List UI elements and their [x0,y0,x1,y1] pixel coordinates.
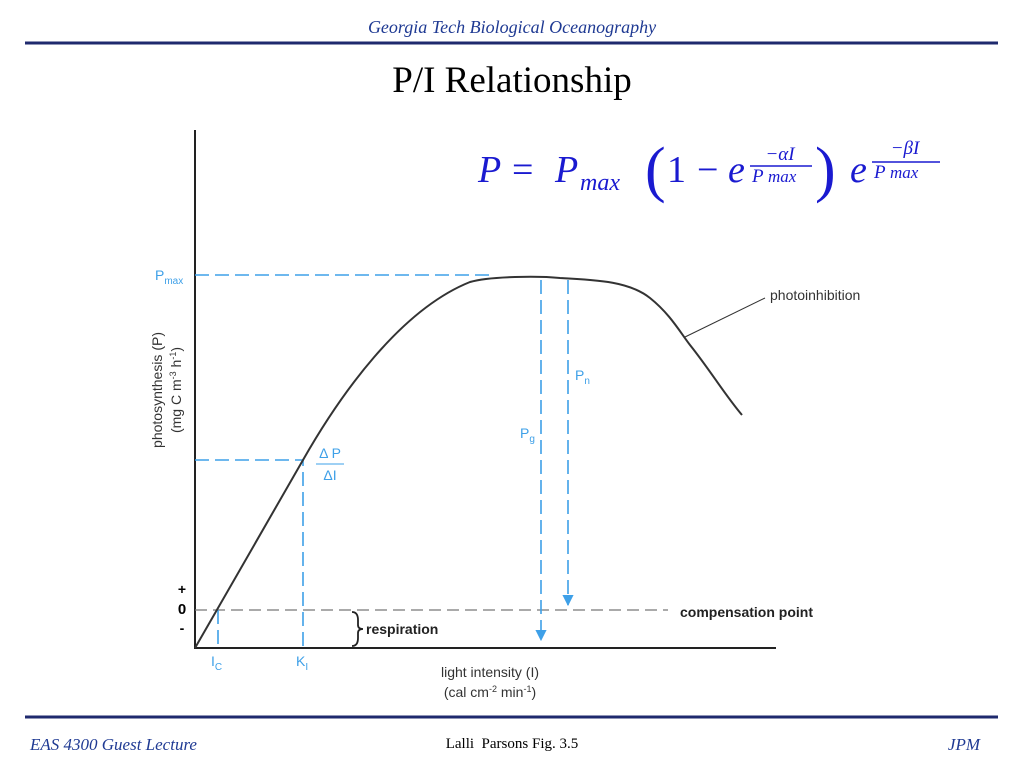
eq-e1: e [728,149,745,191]
units-sup: -3 [168,371,178,379]
pi-curve [194,275,743,649]
units-part: h [168,360,184,372]
units-part: (mg C m [168,379,184,433]
eq-exp1-num: −αI [765,144,796,165]
y-axis-label: photosynthesis (P) [149,332,165,448]
footer-center: Lalli Parsons Fig. 3.5 [446,736,579,752]
pmax-label: Pmax [155,267,183,287]
eq-equals: = [512,149,533,191]
slope-denominator: ΔI [323,467,336,483]
units-sup: -2 [489,684,497,694]
eq-exp2-den-sub: max [890,163,919,182]
pi-figure: Pmax photoinhibition photosynthesis (P) … [149,130,860,700]
sign-zero: 0 [178,601,186,618]
eq-pmax-sub: max [580,170,620,196]
footer-right: JPM [948,735,981,754]
label-main: I [211,653,215,669]
eq-open: ( [645,136,666,204]
photoinhibition-label: photoinhibition [770,287,860,303]
sign-minus: - [180,620,185,636]
x-axis-label: light intensity (I) [441,664,539,680]
label-main: P [520,425,529,441]
eq-e2: e [850,149,867,191]
label-sub: g [529,434,535,445]
eq-minus: − [697,149,718,191]
header-subtitle: Georgia Tech Biological Oceanography [368,17,656,37]
footer-left: EAS 4300 Guest Lecture [29,735,197,754]
label-main: P [155,267,164,283]
eq-lhs: P [477,149,501,191]
eq-exp2-den: P [873,162,886,183]
label-main: K [296,653,306,669]
slide-title: P/I Relationship [392,60,631,101]
label-main: P [575,367,584,383]
photoinhibition-leader [684,297,766,338]
eq-exp2-num: −βI [891,138,921,159]
eq-close: ) [815,136,836,204]
slope-numerator: Δ P [319,445,341,461]
eq-one: 1 [667,149,686,191]
label-sub: C [215,662,222,673]
eq-exp1-den-sub: max [768,167,797,186]
label-sub: n [584,376,590,387]
compensation-label: compensation point [680,604,813,620]
pg-label: Pg [520,425,535,445]
respiration-label: respiration [366,621,438,637]
units-sup: -1 [523,684,531,694]
label-sub: max [164,276,183,287]
units-part: (cal cm [444,684,489,700]
ic-label: IC [211,653,222,673]
sign-plus: + [178,581,186,597]
respiration-brace [351,611,364,647]
units-part: ) [531,684,536,700]
units-part: min [497,684,523,700]
ki-label: KI [296,653,308,673]
x-axis-units: (cal cm-2 min-1) [444,684,536,700]
label-sub: I [305,662,308,673]
eq-exp1-den: P [751,166,764,187]
equation: P = P max ( 1 − e −αI P max ) e −βI P ma… [477,136,940,204]
units-part: ) [168,347,184,352]
eq-pmax: P [554,149,578,191]
units-sup: -1 [168,352,178,360]
pn-label: Pn [575,367,590,387]
y-axis-units: (mg C m-3 h-1) [168,347,184,433]
